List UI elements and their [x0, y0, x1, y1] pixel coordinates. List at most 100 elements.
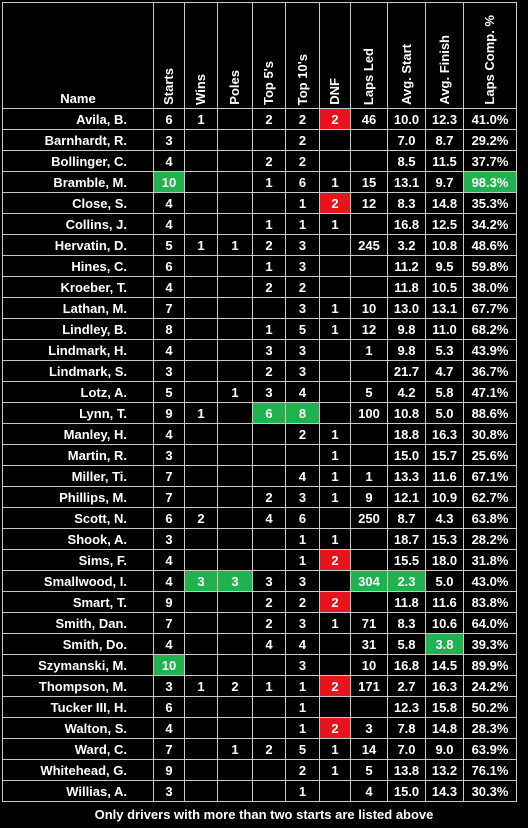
stat-cell: [217, 633, 253, 655]
stat-cell: [217, 486, 253, 508]
stat-cell: 12: [350, 318, 388, 340]
stat-cell: 41.0%: [463, 108, 517, 130]
stat-cell: 43.0%: [463, 570, 517, 592]
stat-cell: 67.7%: [463, 297, 517, 319]
stat-cell: [217, 528, 253, 550]
stat-cell: [252, 465, 286, 487]
stat-cell: 2: [285, 591, 320, 613]
stat-cell: [217, 339, 253, 361]
stat-cell: 15.8: [425, 696, 464, 718]
stat-cell: 15.7: [425, 444, 464, 466]
stat-cell: [184, 423, 218, 445]
stat-cell: 48.6%: [463, 234, 517, 256]
stat-cell: 1: [285, 717, 320, 739]
stat-cell: 3: [184, 570, 218, 592]
stat-cell: [217, 780, 253, 802]
stat-cell: [252, 717, 286, 739]
stat-cell: 12.3: [425, 108, 464, 130]
stat-cell: [217, 549, 253, 571]
table-row: Whitehead, G. 9 2 1 5 13.8 13.2 76.1%: [2, 759, 517, 781]
stat-cell: [217, 192, 253, 214]
stat-cell: 4: [285, 465, 320, 487]
driver-name-cell: Smith, Dan.: [2, 612, 154, 634]
table-row: Lynn, T. 9 1 6 8 100 10.8 5.0 88.6%: [2, 402, 517, 424]
stat-cell: 2: [252, 486, 286, 508]
stat-cell: 5.0: [425, 570, 464, 592]
stat-cell: 2: [252, 738, 286, 760]
stat-cell: 8.7: [425, 129, 464, 151]
stat-cell: [184, 549, 218, 571]
stat-cell: 29.2%: [463, 129, 517, 151]
stat-cell: [184, 696, 218, 718]
stat-cell: [217, 402, 253, 424]
stat-cell: 8: [153, 318, 185, 340]
stat-cell: 13.1: [387, 171, 426, 193]
stat-cell: 43.9%: [463, 339, 517, 361]
stat-cell: [350, 360, 388, 382]
stat-cell: 10: [350, 297, 388, 319]
stat-cell: 2: [285, 129, 320, 151]
column-header-label: Wins: [193, 74, 208, 105]
stat-cell: [319, 276, 351, 298]
stat-cell: 11.2: [387, 255, 426, 277]
stat-cell: 1: [184, 108, 218, 130]
stat-cell: 3: [285, 360, 320, 382]
stat-cell: [184, 171, 218, 193]
column-header: Poles: [217, 2, 253, 109]
stat-cell: [319, 402, 351, 424]
stat-cell: 68.2%: [463, 318, 517, 340]
stat-cell: [217, 717, 253, 739]
column-header: Name: [2, 2, 154, 109]
stat-cell: 2: [217, 675, 253, 697]
stat-cell: [184, 213, 218, 235]
stat-cell: 2.3: [387, 570, 426, 592]
stat-cell: [217, 297, 253, 319]
stat-cell: 30.8%: [463, 423, 517, 445]
stat-cell: 5: [350, 381, 388, 403]
stat-cell: 4: [153, 633, 185, 655]
stat-cell: 50.2%: [463, 696, 517, 718]
stat-cell: 7: [153, 465, 185, 487]
stat-cell: 1: [319, 486, 351, 508]
stat-cell: 1: [319, 213, 351, 235]
stat-cell: [217, 255, 253, 277]
stat-cell: [184, 591, 218, 613]
stat-cell: 4: [153, 549, 185, 571]
stat-cell: 71: [350, 612, 388, 634]
stat-cell: [217, 360, 253, 382]
stat-cell: 3: [153, 675, 185, 697]
table-row: Barnhardt, R. 3 2 7.0 8.7 29.2%: [2, 129, 517, 151]
stat-cell: 4.2: [387, 381, 426, 403]
stat-cell: 37.7%: [463, 150, 517, 172]
driver-name-cell: Sims, F.: [2, 549, 154, 571]
stat-cell: 3: [285, 297, 320, 319]
stat-cell: 12: [350, 192, 388, 214]
column-header-label: Avg. Finish: [436, 35, 452, 105]
stat-cell: 9: [153, 402, 185, 424]
stat-cell: 3: [285, 339, 320, 361]
stat-cell: 1: [319, 528, 351, 550]
stat-cell: 1: [319, 759, 351, 781]
stat-cell: 2: [252, 150, 286, 172]
stat-cell: 2: [319, 192, 351, 214]
stat-cell: [350, 150, 388, 172]
stat-cell: 1: [217, 234, 253, 256]
stat-cell: 1: [252, 675, 286, 697]
stat-cell: [252, 528, 286, 550]
stat-cell: 3.2: [387, 234, 426, 256]
stat-cell: 100: [350, 402, 388, 424]
stat-cell: [319, 633, 351, 655]
stat-cell: [319, 360, 351, 382]
stat-cell: 9.0: [425, 738, 464, 760]
stat-cell: 67.1%: [463, 465, 517, 487]
stat-cell: 10: [153, 171, 185, 193]
stat-cell: 2: [252, 108, 286, 130]
stat-cell: 62.7%: [463, 486, 517, 508]
stat-cell: [184, 276, 218, 298]
column-header-label: Avg. Start: [398, 44, 414, 105]
stat-cell: 4: [153, 276, 185, 298]
stat-cell: 4: [285, 633, 320, 655]
stat-cell: 3: [285, 234, 320, 256]
stat-cell: 10.8: [425, 234, 464, 256]
stat-cell: [184, 129, 218, 151]
